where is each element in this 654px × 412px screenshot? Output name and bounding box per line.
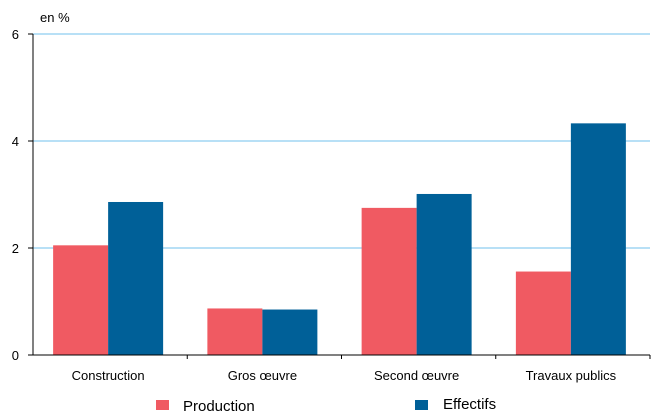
x-tick-label: Travaux publics xyxy=(526,368,617,383)
y-tick-labels: 0 2 4 6 xyxy=(12,27,33,363)
bars xyxy=(53,123,626,355)
bar-production-3 xyxy=(515,271,571,355)
bar-effectifs-3 xyxy=(570,123,626,355)
legend: Production Effectifs xyxy=(156,396,496,412)
legend-label-production: Production xyxy=(183,398,255,412)
bar-production-2 xyxy=(361,207,417,355)
bar-effectifs-1 xyxy=(262,309,318,355)
bar-production-0 xyxy=(53,245,109,355)
legend-swatch-production xyxy=(156,400,169,410)
x-tick-label: Second œuvre xyxy=(374,368,459,383)
y-tick-label: 2 xyxy=(12,241,19,256)
x-tick-label: Gros œuvre xyxy=(228,368,297,383)
y-tick-label: 6 xyxy=(12,27,19,42)
x-tick-labels: Construction Gros œuvre Second œuvre Travau… xyxy=(72,355,651,383)
x-tick-label: Construction xyxy=(72,368,145,383)
legend-label-effectifs: Effectifs xyxy=(443,396,496,412)
bar-production-1 xyxy=(207,308,263,355)
y-tick-label: 0 xyxy=(12,348,19,363)
bar-effectifs-0 xyxy=(108,201,164,355)
legend-swatch-effectifs xyxy=(415,400,428,410)
y-tick-label: 4 xyxy=(12,134,19,149)
y-unit-label: en % xyxy=(40,10,70,25)
bar-effectifs-2 xyxy=(416,193,472,355)
